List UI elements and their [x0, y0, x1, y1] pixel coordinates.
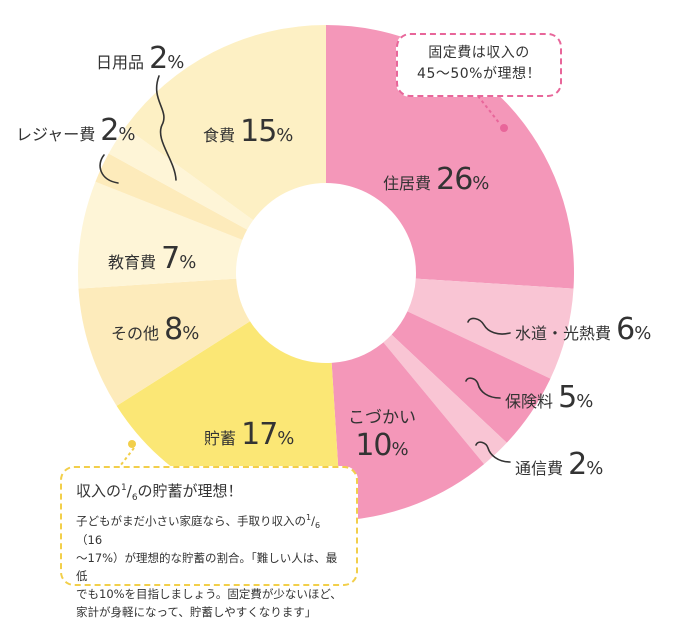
slice-1 [407, 278, 574, 379]
fixed-cost-line1: 固定費は収入の [428, 45, 530, 61]
slice-6 [78, 278, 251, 406]
callout-pointer-savings [119, 447, 135, 467]
savings-callout: 収入の1/6の貯蓄が理想！ 子どもがまだ小さい家庭なら、手取り収入の1/6（16… [60, 466, 358, 619]
fixed-cost-line2: 45〜50%が理想！ [417, 66, 541, 82]
savings-callout-line2: 〜17%）が理想的な貯蓄の割合。「難しい人は、最低 [76, 551, 338, 584]
slice-3 [383, 334, 507, 465]
slice-4 [331, 342, 485, 521]
slice-0 [326, 25, 574, 289]
leader-nichiyohin [155, 75, 177, 181]
leader-insurance [465, 377, 501, 399]
savings-callout-line4: 家計が身軽になって、貯蓄しやすくなります」 [76, 604, 317, 619]
label-insurance: 保険料 5% [505, 380, 594, 415]
label-leisure: レジャー費 2% [16, 113, 136, 148]
label-phone: 通信費 2% [515, 447, 604, 482]
label-nichiyohin: 日用品 2% [96, 41, 185, 76]
slice-10 [125, 25, 326, 221]
slice-2 [391, 311, 551, 443]
label-kozukai: こづかい 10% [348, 408, 416, 463]
fixed-cost-callout: 固定費は収入の 45〜50%が理想！ [396, 33, 562, 97]
leader-water [467, 317, 511, 335]
slice-7 [77, 181, 243, 289]
savings-callout-line3: でも10%を目指しましょう。固定費が少ないほど、 [76, 586, 342, 601]
savings-callout-line1: 子どもがまだ小さい家庭なら、手取り収入の1/6（16 [76, 512, 321, 548]
label-jukyohi: 住居費 26% [383, 162, 490, 197]
leader-phone [475, 441, 511, 463]
slice-8 [95, 153, 248, 240]
leader-leisure [99, 154, 119, 184]
label-chochiku: 貯蓄 17% [204, 417, 295, 452]
donut-chart [77, 25, 574, 521]
callout-dot-fixed [500, 124, 508, 132]
callout-dot-savings [128, 440, 136, 448]
label-shokuhi: 食費 15% [203, 114, 294, 149]
slice-9 [108, 127, 254, 230]
savings-callout-heading: 収入の1/6の貯蓄が理想！ [76, 482, 243, 503]
label-sonota: その他 8% [111, 312, 200, 347]
label-water: 水道・光熱費 6% [515, 312, 652, 347]
label-kyoikuhi: 教育費 7% [108, 241, 197, 276]
